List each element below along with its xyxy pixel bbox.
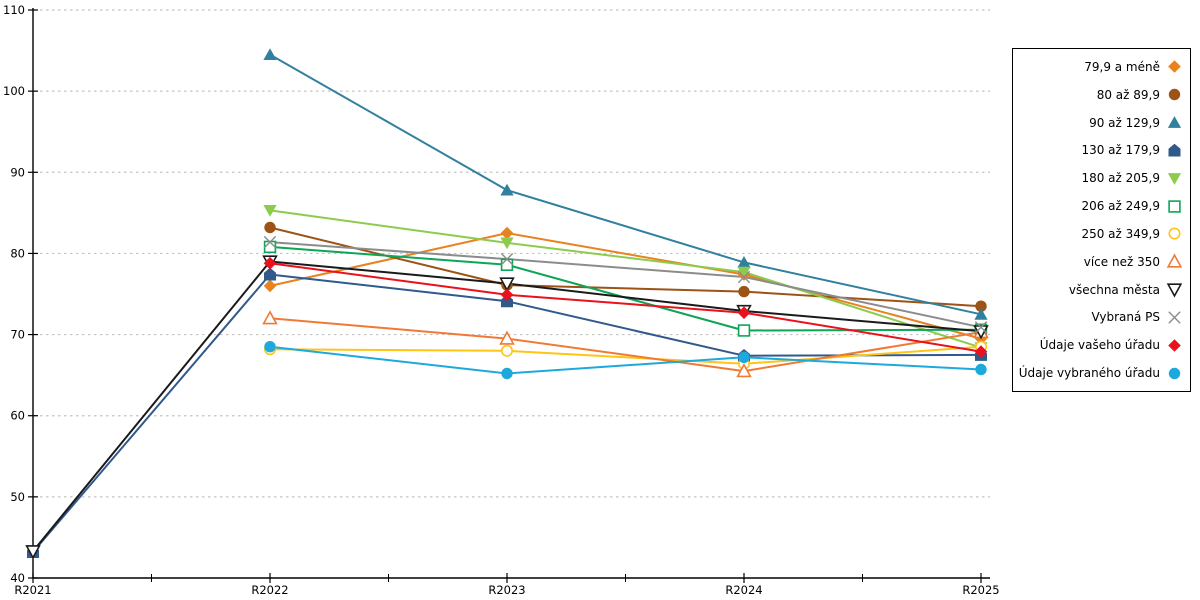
data-point-marker bbox=[500, 252, 514, 266]
legend-item: 130 až 179,9 bbox=[1013, 137, 1190, 164]
legend-circle-open-icon bbox=[1168, 227, 1181, 240]
legend-label: 79,9 a méně bbox=[1084, 59, 1160, 74]
legend-pentagon-icon bbox=[1168, 143, 1181, 157]
data-point-marker bbox=[262, 310, 278, 325]
y-tick-label: 70 bbox=[10, 328, 25, 342]
data-point-marker bbox=[974, 321, 988, 334]
data-point-marker bbox=[737, 324, 751, 337]
legend-label: Údaje vybraného úřadu bbox=[1018, 366, 1160, 381]
x-tick-label: R2022 bbox=[251, 583, 288, 597]
legend-triangle-up-open-icon bbox=[1166, 253, 1183, 268]
data-point-marker bbox=[263, 48, 277, 60]
data-point-marker bbox=[499, 330, 515, 345]
data-point-marker bbox=[973, 325, 989, 340]
legend-label: Vybraná PS bbox=[1091, 310, 1160, 325]
legend-item: 250 až 349,9 bbox=[1013, 220, 1190, 247]
data-point-marker bbox=[500, 226, 514, 240]
legend-triangle-down-icon bbox=[1167, 172, 1182, 185]
series-line bbox=[32, 273, 982, 553]
legend-item: 206 až 249,9 bbox=[1013, 193, 1190, 220]
x-tick-label: R2024 bbox=[725, 583, 762, 597]
legend-circle-icon bbox=[1168, 89, 1181, 101]
legend-label: 80 až 89,9 bbox=[1096, 87, 1160, 102]
legend-item: více než 350 bbox=[1013, 248, 1190, 275]
data-point-marker bbox=[738, 351, 750, 363]
data-point-marker bbox=[500, 288, 514, 302]
legend-label: 206 až 249,9 bbox=[1081, 199, 1160, 214]
series-line bbox=[269, 232, 982, 340]
legend-diamond-icon bbox=[1168, 60, 1181, 74]
legend-item: 90 až 129,9 bbox=[1013, 109, 1190, 136]
x-tick-label: R2021 bbox=[14, 583, 51, 597]
y-tick-label: 60 bbox=[10, 409, 25, 423]
legend-label: 130 až 179,9 bbox=[1081, 143, 1160, 158]
data-point-marker bbox=[263, 235, 277, 249]
x-tick-label: R2025 bbox=[962, 583, 999, 597]
data-point-marker bbox=[264, 221, 276, 234]
legend-label: 180 až 205,9 bbox=[1081, 171, 1160, 186]
series-line bbox=[269, 345, 982, 375]
data-point-marker bbox=[263, 256, 277, 270]
data-point-marker bbox=[974, 307, 988, 320]
series-line bbox=[269, 262, 982, 353]
legend-label: 90 až 129,9 bbox=[1089, 115, 1160, 130]
y-tick-label: 40 bbox=[10, 571, 25, 585]
data-point-marker bbox=[975, 300, 987, 312]
y-tick-label: 90 bbox=[10, 165, 25, 179]
legend-x-icon bbox=[1168, 311, 1181, 324]
x-tick-label: R2023 bbox=[488, 583, 525, 597]
data-point-marker bbox=[501, 367, 513, 380]
legend-diamond-icon bbox=[1168, 338, 1181, 352]
legend-label: všechna města bbox=[1068, 282, 1160, 297]
data-point-marker bbox=[264, 267, 276, 281]
legend-square-open-icon bbox=[1168, 199, 1181, 213]
data-point-marker bbox=[499, 277, 515, 292]
data-point-marker bbox=[736, 363, 752, 378]
legend-circle-icon bbox=[1168, 367, 1181, 379]
data-point-marker bbox=[501, 344, 513, 357]
y-tick-label: 50 bbox=[10, 490, 25, 504]
legend-label: Údaje vašeho úřadu bbox=[1039, 338, 1160, 353]
legend-item: Vybraná PS bbox=[1013, 304, 1190, 331]
series-line bbox=[269, 209, 982, 349]
data-point-marker bbox=[500, 237, 514, 250]
legend-item: 80 až 89,9 bbox=[1013, 81, 1190, 108]
data-point-marker bbox=[264, 341, 276, 353]
legend-label: více než 350 bbox=[1083, 254, 1160, 269]
y-tick-label: 100 bbox=[3, 84, 25, 98]
series-line bbox=[269, 53, 982, 316]
data-point-marker bbox=[263, 205, 277, 217]
data-point-marker bbox=[737, 270, 751, 284]
chart-legend: 79,9 a méně 80 až 89,9 90 až 129,9 130 až 1… bbox=[1012, 48, 1191, 392]
data-point-marker bbox=[975, 363, 987, 376]
legend-label: 250 až 349,9 bbox=[1081, 226, 1160, 241]
data-point-marker bbox=[500, 258, 514, 271]
series-line bbox=[269, 317, 982, 373]
legend-item: Údaje vašeho úřadu bbox=[1013, 332, 1190, 359]
data-point-marker bbox=[263, 240, 277, 254]
data-point-marker bbox=[500, 183, 514, 196]
data-point-marker bbox=[738, 285, 750, 298]
series-line bbox=[269, 345, 982, 365]
legend-triangle-down-open-icon bbox=[1166, 283, 1183, 298]
y-tick-label: 110 bbox=[3, 3, 25, 17]
legend-item: Údaje vybraného úřadu bbox=[1013, 360, 1190, 387]
data-point-marker bbox=[737, 256, 751, 268]
legend-item: 79,9 a méně bbox=[1013, 53, 1190, 80]
legend-item: všechna města bbox=[1013, 276, 1190, 303]
y-tick-label: 80 bbox=[10, 246, 25, 260]
series-line bbox=[269, 241, 982, 329]
data-point-marker bbox=[737, 266, 751, 279]
data-point-marker bbox=[25, 545, 41, 560]
data-point-marker bbox=[263, 279, 277, 293]
legend-item: 180 až 205,9 bbox=[1013, 165, 1190, 192]
legend-triangle-up-icon bbox=[1167, 116, 1182, 128]
series-line bbox=[269, 226, 982, 308]
